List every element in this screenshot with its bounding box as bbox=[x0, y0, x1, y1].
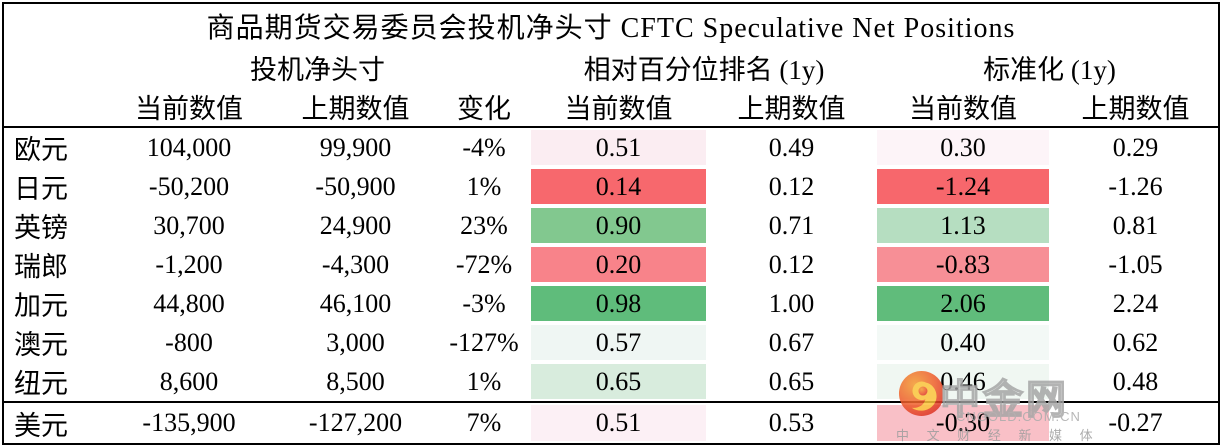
cell-percentile-previous: 0.67 bbox=[768, 327, 815, 357]
sub-header-pct-current: 当前数值 bbox=[564, 93, 673, 124]
cell-standardized-previous: 0.62 bbox=[1112, 327, 1159, 357]
cell-position-previous: -127,200 bbox=[308, 408, 403, 437]
cell-position-previous: 24,900 bbox=[319, 210, 392, 240]
cell-position-current: 44,800 bbox=[153, 288, 225, 318]
cell-standardized-current: 0.46 bbox=[877, 362, 1049, 401]
group-header-percentile-rank: 相对百分位排名 (1y) bbox=[583, 55, 825, 85]
table-title-row: 商品期货交易委员会投机净头寸 CFTC Speculative Net Posi… bbox=[4, 4, 1218, 48]
cell-currency: 日元 bbox=[14, 174, 68, 204]
cell-standardized-previous: 2.24 bbox=[1112, 288, 1159, 318]
cell-standardized-previous: 0.81 bbox=[1112, 210, 1159, 240]
cell-percentile-previous: 0.53 bbox=[768, 408, 815, 437]
cell-position-previous: -50,900 bbox=[315, 171, 396, 201]
cell-standardized-previous: -1.05 bbox=[1108, 249, 1163, 279]
sub-header-change: 变化 bbox=[457, 93, 511, 124]
cell-standardized-previous: -1.26 bbox=[1108, 171, 1163, 201]
cell-standardized-current: -1.24 bbox=[877, 167, 1049, 206]
sub-header-pos-current: 当前数值 bbox=[135, 93, 243, 124]
cell-position-current: -800 bbox=[165, 327, 213, 357]
sub-header-std-current: 当前数值 bbox=[909, 93, 1017, 124]
cell-percentile-current: 0.57 bbox=[531, 323, 706, 362]
cell-change: -127% bbox=[449, 327, 519, 357]
cell-percentile-previous: 0.65 bbox=[768, 366, 815, 396]
cell-change: -72% bbox=[455, 249, 513, 279]
cell-position-previous: 46,100 bbox=[319, 288, 392, 318]
table-row: 欧元 104,000 99,900 -4% 0.51 0.49 0.30 0.29 bbox=[4, 128, 1218, 167]
cell-currency: 加元 bbox=[14, 291, 68, 321]
cell-position-current: -135,900 bbox=[142, 408, 236, 437]
table-row: 加元 44,800 46,100 -3% 0.98 1.00 2.06 2.24 bbox=[4, 284, 1218, 323]
cell-change: 1% bbox=[466, 366, 502, 396]
cell-standardized-current: 0.40 bbox=[877, 323, 1049, 362]
cell-position-current: -50,200 bbox=[148, 171, 230, 201]
cell-currency: 纽元 bbox=[14, 369, 68, 399]
cell-position-current: -1,200 bbox=[155, 249, 223, 279]
table-body: 欧元 104,000 99,900 -4% 0.51 0.49 0.30 0.29 日元 -50,… bbox=[4, 128, 1218, 443]
cell-standardized-current: 2.06 bbox=[877, 284, 1049, 323]
cell-position-previous: 8,500 bbox=[326, 366, 385, 396]
cell-standardized-current: 0.30 bbox=[877, 128, 1049, 167]
cell-change: -4% bbox=[462, 132, 506, 162]
table-row: 英镑 30,700 24,900 23% 0.90 0.71 1.13 0.81 bbox=[4, 206, 1218, 245]
table-row: 澳元 -800 3,000 -127% 0.57 0.67 0.40 0.62 bbox=[4, 323, 1218, 362]
cell-change: 7% bbox=[466, 408, 502, 437]
cell-percentile-current: 0.90 bbox=[531, 206, 706, 245]
cell-percentile-current: 0.14 bbox=[531, 167, 706, 206]
cell-change: 1% bbox=[466, 171, 502, 201]
group-header-standardized: 标准化 (1y) bbox=[983, 55, 1116, 85]
cell-standardized-current: -0.83 bbox=[877, 245, 1049, 284]
cell-position-previous: 3,000 bbox=[326, 327, 385, 357]
group-header-speculative-net: 投机净头寸 bbox=[250, 55, 385, 85]
cell-percentile-current: 0.51 bbox=[531, 128, 706, 167]
page-title: 商品期货交易委员会投机净头寸 CFTC Speculative Net Posi… bbox=[206, 13, 1016, 44]
table-row: 纽元 8,600 8,500 1% 0.65 0.65 0.46 0.48 bbox=[4, 362, 1218, 401]
cell-position-previous: -4,300 bbox=[321, 249, 390, 279]
cell-percentile-previous: 0.12 bbox=[768, 171, 815, 201]
cell-position-previous: 99,900 bbox=[319, 132, 392, 162]
cell-position-current: 30,700 bbox=[153, 210, 225, 240]
cell-currency: 美元 bbox=[14, 410, 68, 441]
sub-header-pct-previous: 上期数值 bbox=[737, 93, 846, 124]
cell-currency: 瑞郎 bbox=[14, 252, 68, 282]
cell-currency: 澳元 bbox=[14, 330, 68, 360]
cell-percentile-current: 0.51 bbox=[531, 403, 706, 443]
sub-header-row: 当前数值 上期数值 变化 当前数值 上期数值 当前数值 上期数值 bbox=[4, 86, 1218, 128]
cell-currency: 欧元 bbox=[14, 135, 68, 165]
cell-percentile-previous: 0.12 bbox=[768, 249, 815, 279]
sub-header-std-previous: 上期数值 bbox=[1081, 93, 1190, 124]
cell-standardized-current: 1.13 bbox=[877, 206, 1049, 245]
table-row: 日元 -50,200 -50,900 1% 0.14 0.12 -1.24 -1.26 bbox=[4, 167, 1218, 206]
cell-percentile-previous: 0.71 bbox=[768, 210, 815, 240]
table-row: 瑞郎 -1,200 -4,300 -72% 0.20 0.12 -0.83 -1.05 bbox=[4, 245, 1218, 284]
cell-percentile-current: 0.98 bbox=[531, 284, 706, 323]
cell-percentile-current: 0.20 bbox=[531, 245, 706, 284]
cell-standardized-previous: -0.27 bbox=[1108, 408, 1163, 437]
cell-position-current: 104,000 bbox=[146, 132, 232, 162]
cell-percentile-previous: 0.49 bbox=[768, 132, 815, 162]
cell-percentile-current: 0.65 bbox=[531, 362, 706, 401]
sub-header-pos-previous: 上期数值 bbox=[301, 93, 410, 124]
cell-currency: 英镑 bbox=[14, 213, 68, 243]
cell-percentile-previous: 1.00 bbox=[768, 288, 815, 318]
cell-change: 23% bbox=[460, 210, 508, 240]
table-row: 美元 -135,900 -127,200 7% 0.51 0.53 -0.30 -0.27 bbox=[4, 401, 1218, 443]
cell-standardized-previous: 0.48 bbox=[1112, 366, 1159, 396]
cell-change: -3% bbox=[462, 288, 506, 318]
cell-standardized-previous: 0.29 bbox=[1112, 132, 1159, 162]
group-header-row: 投机净头寸 相对百分位排名 (1y) 标准化 (1y) bbox=[4, 48, 1218, 86]
cell-standardized-current: -0.30 bbox=[877, 403, 1049, 443]
cell-position-current: 8,600 bbox=[159, 366, 219, 396]
